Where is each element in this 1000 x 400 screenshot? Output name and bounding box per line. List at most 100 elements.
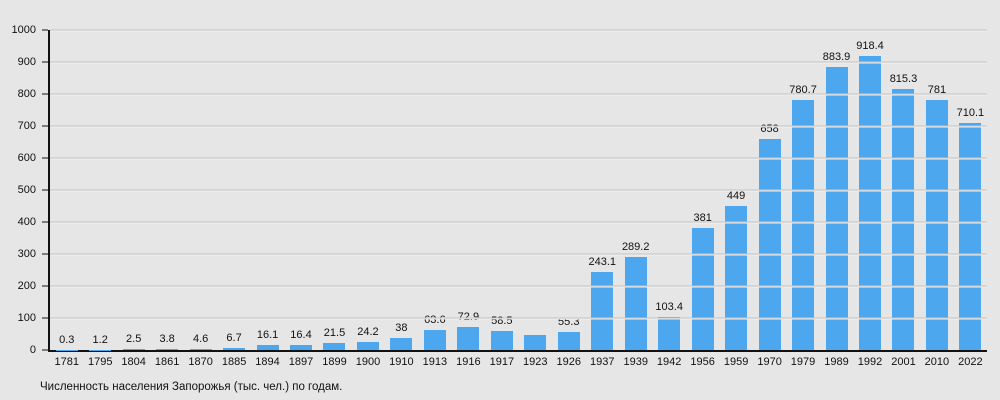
bar	[490, 331, 513, 350]
x-tick-label: 1861	[154, 356, 180, 368]
bar-group: 381 1956	[686, 30, 719, 368]
bar-value-label: 289.2	[621, 241, 650, 254]
gridline	[50, 317, 987, 319]
bar	[290, 344, 313, 350]
x-tick-label: 2001	[891, 356, 916, 368]
bar-group: 3.8 1861	[150, 30, 183, 368]
gridline	[50, 189, 987, 191]
bar-group: 38 1910	[385, 30, 418, 368]
bar-value-label: 21.5	[323, 327, 346, 340]
bar-value-label: 780.7	[789, 84, 817, 97]
bar-group: 4.6 1870	[184, 30, 217, 368]
bar-group: 103.4 1942	[652, 30, 685, 368]
y-axis-tick	[42, 189, 48, 191]
bar-value-label: 16.4	[290, 328, 312, 341]
x-tick-label: 1937	[589, 356, 615, 368]
gridline	[50, 157, 987, 159]
bar-slots: 0.3 1781 1.2 1795 2.5 1804 3.8 1861 4.6 1870 6.7 18…	[50, 30, 987, 368]
y-tick-label: 200	[17, 280, 36, 292]
x-tick-label: 2022	[958, 356, 983, 368]
gridline	[50, 221, 987, 223]
y-tick-label: 700	[17, 120, 36, 132]
x-tick-label: 1956	[690, 356, 715, 368]
bar-group: 243.1 1937	[586, 30, 619, 368]
bar-value-label: 3.8	[159, 332, 175, 345]
bar-group: 781 2010	[920, 30, 953, 368]
bar	[725, 206, 748, 350]
bar-value-label: 0.3	[59, 333, 75, 346]
bar-group: 449 1959	[719, 30, 752, 368]
y-axis-tick	[42, 93, 48, 95]
x-tick-label: 1899	[322, 356, 347, 368]
x-tick-label: 2010	[924, 356, 950, 368]
gridline	[50, 125, 987, 127]
x-tick-label: 1917	[489, 356, 515, 368]
bar-group: 16.1 1894	[251, 30, 284, 368]
y-tick-label: 300	[17, 248, 36, 260]
y-tick-label: 800	[17, 88, 36, 100]
y-axis-tick	[42, 221, 48, 223]
bar	[423, 329, 446, 350]
bar-group: 883.9 1989	[820, 30, 853, 368]
x-tick-label: 1804	[121, 356, 146, 368]
bar-value-label: 24.2	[357, 326, 379, 339]
bar	[624, 257, 647, 350]
bar-group: 1.2 1795	[83, 30, 116, 368]
bar	[323, 343, 346, 350]
x-tick-label: 1926	[556, 356, 582, 368]
bar-value-label: 883.9	[822, 51, 851, 64]
bar-value-label: 1.2	[92, 333, 108, 346]
x-tick-label: 1910	[389, 356, 414, 368]
gridline	[50, 29, 987, 31]
y-axis-tick	[42, 61, 48, 63]
x-tick-label: 1900	[355, 356, 381, 368]
plot-area: 0.3 1781 1.2 1795 2.5 1804 3.8 1861 4.6 1870 6.7 18…	[42, 29, 987, 368]
gridline	[50, 61, 987, 63]
bar-value-label: 16.1	[256, 328, 279, 341]
bar-group: 780.7 1979	[786, 30, 819, 368]
y-axis-tick	[42, 157, 48, 159]
bar	[189, 348, 212, 350]
bar	[390, 337, 413, 350]
y-tick-label: 900	[17, 56, 36, 68]
x-tick-label: 1913	[422, 356, 448, 368]
x-tick-label: 1897	[288, 356, 314, 368]
bar	[591, 272, 614, 350]
gridline	[50, 93, 987, 95]
bar-value-label: 381	[693, 212, 712, 225]
bar	[825, 67, 848, 350]
x-tick-label: 1894	[255, 356, 280, 368]
bar	[356, 342, 379, 350]
bar	[892, 89, 915, 350]
bar-value-label: 38	[395, 321, 408, 334]
bar-value-label: 815.3	[889, 73, 918, 86]
bar-group: 2.5 1804	[117, 30, 150, 368]
y-tick-label: 400	[17, 216, 36, 228]
bar-value-label: 72.9	[458, 311, 479, 323]
bar-group: 710.1 2022	[954, 30, 987, 368]
y-axis-tick	[42, 285, 48, 287]
x-tick-label: 1795	[87, 356, 113, 368]
bar	[858, 56, 881, 350]
y-tick-label: 1000	[11, 24, 36, 36]
x-tick-label: 1959	[723, 356, 749, 368]
bar	[457, 326, 480, 350]
y-tick-label: 600	[17, 152, 36, 164]
bar-value-label: 710.1	[956, 106, 985, 119]
bar	[792, 100, 815, 350]
bar-value-label: 4.6	[192, 332, 209, 345]
bar-value-label: 918.4	[856, 40, 884, 53]
chart-caption: Численность населения Запорожья (тыс. че…	[40, 381, 343, 393]
y-axis-tick	[42, 317, 48, 319]
y-tick-label: 500	[17, 184, 36, 196]
bar	[925, 100, 948, 350]
x-tick-label: 1970	[757, 356, 782, 368]
bar	[122, 349, 145, 350]
x-tick-label: 1781	[54, 356, 79, 368]
bar-value-label: 55.3	[558, 316, 580, 329]
bar-group: 0.3 1781	[50, 30, 83, 368]
bar-value-label: 2.5	[126, 333, 142, 346]
y-axis-labels: 0 100 200 300 400 500 600 700 800 900 1000	[0, 24, 36, 356]
x-tick-label: 1885	[221, 356, 247, 368]
